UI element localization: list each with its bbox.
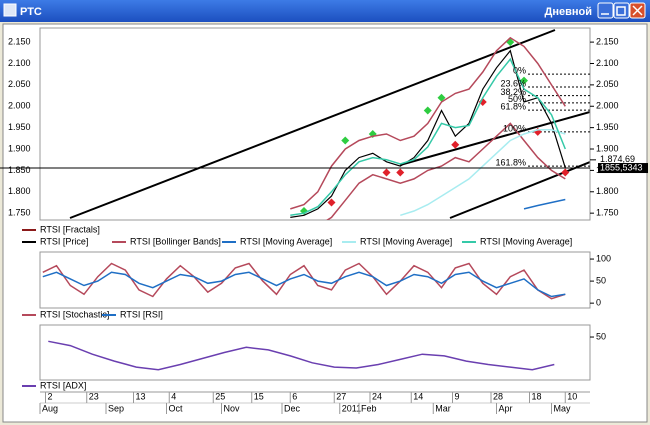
fractal xyxy=(382,168,391,177)
plot xyxy=(48,340,555,371)
series-line xyxy=(290,36,566,210)
fractal xyxy=(478,97,487,106)
last-price-label: 1.874,69 xyxy=(600,154,635,164)
y-tick-label-left: 2.050 xyxy=(8,79,31,89)
series-line xyxy=(290,49,566,218)
month-label: Feb xyxy=(361,403,377,413)
fractal xyxy=(520,76,528,85)
x-tick-label: 24 xyxy=(372,391,382,401)
series-line xyxy=(400,129,566,217)
panel-frame xyxy=(39,324,591,381)
plot xyxy=(42,262,566,300)
legend-label: RTSI [Moving Average] xyxy=(480,236,572,246)
fractal xyxy=(561,168,570,177)
y-tick-label-left: 1.950 xyxy=(8,122,31,132)
legend-label: RTSI [Stochastic] xyxy=(40,309,109,319)
month-label: Aug xyxy=(42,403,58,413)
x-tick-label: 10 xyxy=(567,391,577,401)
y-tick-label: 100 xyxy=(596,253,611,263)
legend-label: RTSI [Moving Average] xyxy=(240,236,332,246)
chart-area xyxy=(2,23,648,423)
fractal xyxy=(451,140,460,149)
panel-frame xyxy=(39,27,591,221)
x-tick-label: 13 xyxy=(136,391,146,401)
legend-label: RTSI [Bollinger Bands] xyxy=(130,236,221,246)
y-tick-label: 2.100 xyxy=(596,58,619,68)
fractal xyxy=(341,136,350,145)
x-tick-label: 27 xyxy=(336,391,346,401)
window-icon xyxy=(3,3,17,17)
series-line xyxy=(42,271,566,298)
fractal xyxy=(437,93,446,102)
legend-label: RTSI [Moving Average] xyxy=(360,236,452,246)
legend-label: RTSI [Fractals] xyxy=(40,224,100,234)
x-tick-label: 4 xyxy=(171,391,176,401)
x-tick-label: 25 xyxy=(215,391,225,401)
fractal xyxy=(423,106,432,115)
series-line xyxy=(290,57,566,217)
y-tick-label: 1.950 xyxy=(596,122,619,132)
month-label: Dec xyxy=(284,403,301,413)
x-tick-label: 14 xyxy=(413,391,423,401)
y-tick-label-left: 2.000 xyxy=(8,101,31,111)
panel-frame xyxy=(39,251,591,309)
fib-label: 38.2% xyxy=(500,87,526,97)
x-tick-label: 18 xyxy=(532,391,542,401)
minimize-button[interactable] xyxy=(597,2,614,19)
month-label: Oct xyxy=(169,403,184,413)
legend-label: RTSI [Price] xyxy=(40,236,88,246)
fractal xyxy=(327,198,336,207)
x-tick-label: 6 xyxy=(292,391,297,401)
y-tick-label-left: 1.750 xyxy=(8,208,31,218)
close-price-tag xyxy=(598,163,648,174)
fib-label: 0% xyxy=(513,66,526,76)
y-tick-label: 1.800 xyxy=(596,186,619,196)
series-line xyxy=(48,340,555,371)
y-tick-label: 50 xyxy=(596,331,606,341)
series-line xyxy=(325,122,566,220)
y-tick-label-left: 1.800 xyxy=(8,186,31,196)
y-tick-label: 2.000 xyxy=(596,101,619,111)
plot xyxy=(290,36,590,220)
x-tick-label: 15 xyxy=(254,391,264,401)
month-label: May xyxy=(554,403,572,413)
month-label: Apr xyxy=(499,403,513,413)
timeframe: Дневной xyxy=(545,6,593,18)
month-label: Nov xyxy=(224,403,241,413)
fractal xyxy=(396,168,405,177)
y-tick-label-left: 1.900 xyxy=(8,143,31,153)
y-tick-label: 0 xyxy=(596,298,601,308)
y-tick-label: 1.750 xyxy=(596,208,619,218)
y-tick-label-left: 1.850 xyxy=(8,165,31,175)
fib-label: 23.6% xyxy=(500,78,526,88)
window-title: РТС xyxy=(20,6,42,18)
x-tick-label: 23 xyxy=(89,391,99,401)
y-tick-label: 1.900 xyxy=(596,143,619,153)
y-tick-label: 2.150 xyxy=(596,36,619,46)
close-price-label: 1855,5343 xyxy=(600,162,643,172)
legend-label: RTSI [RSI] xyxy=(120,309,163,319)
month-label: Mar xyxy=(435,403,451,413)
fib-label: 61.8% xyxy=(500,101,526,111)
fib-label: 50% xyxy=(508,94,526,104)
month-label: 2011 xyxy=(342,403,361,413)
month-label: Sep xyxy=(108,403,124,413)
x-tick-label: 28 xyxy=(493,391,503,401)
x-tick-label: 9 xyxy=(455,391,460,401)
series-line xyxy=(523,198,566,210)
y-tick-label-left: 2.100 xyxy=(8,58,31,68)
y-tick-label: 2.050 xyxy=(596,79,619,89)
title-bar xyxy=(0,0,650,22)
fib-label: 161.8% xyxy=(495,157,526,167)
y-tick-label: 50 xyxy=(596,275,606,285)
legend-label: RTSI [ADX] xyxy=(40,380,86,390)
y-tick-label-left: 2.150 xyxy=(8,36,31,46)
button-glyphs xyxy=(601,5,643,16)
x-tick-label: 2 xyxy=(48,391,53,401)
fib-label: 100% xyxy=(503,123,526,133)
